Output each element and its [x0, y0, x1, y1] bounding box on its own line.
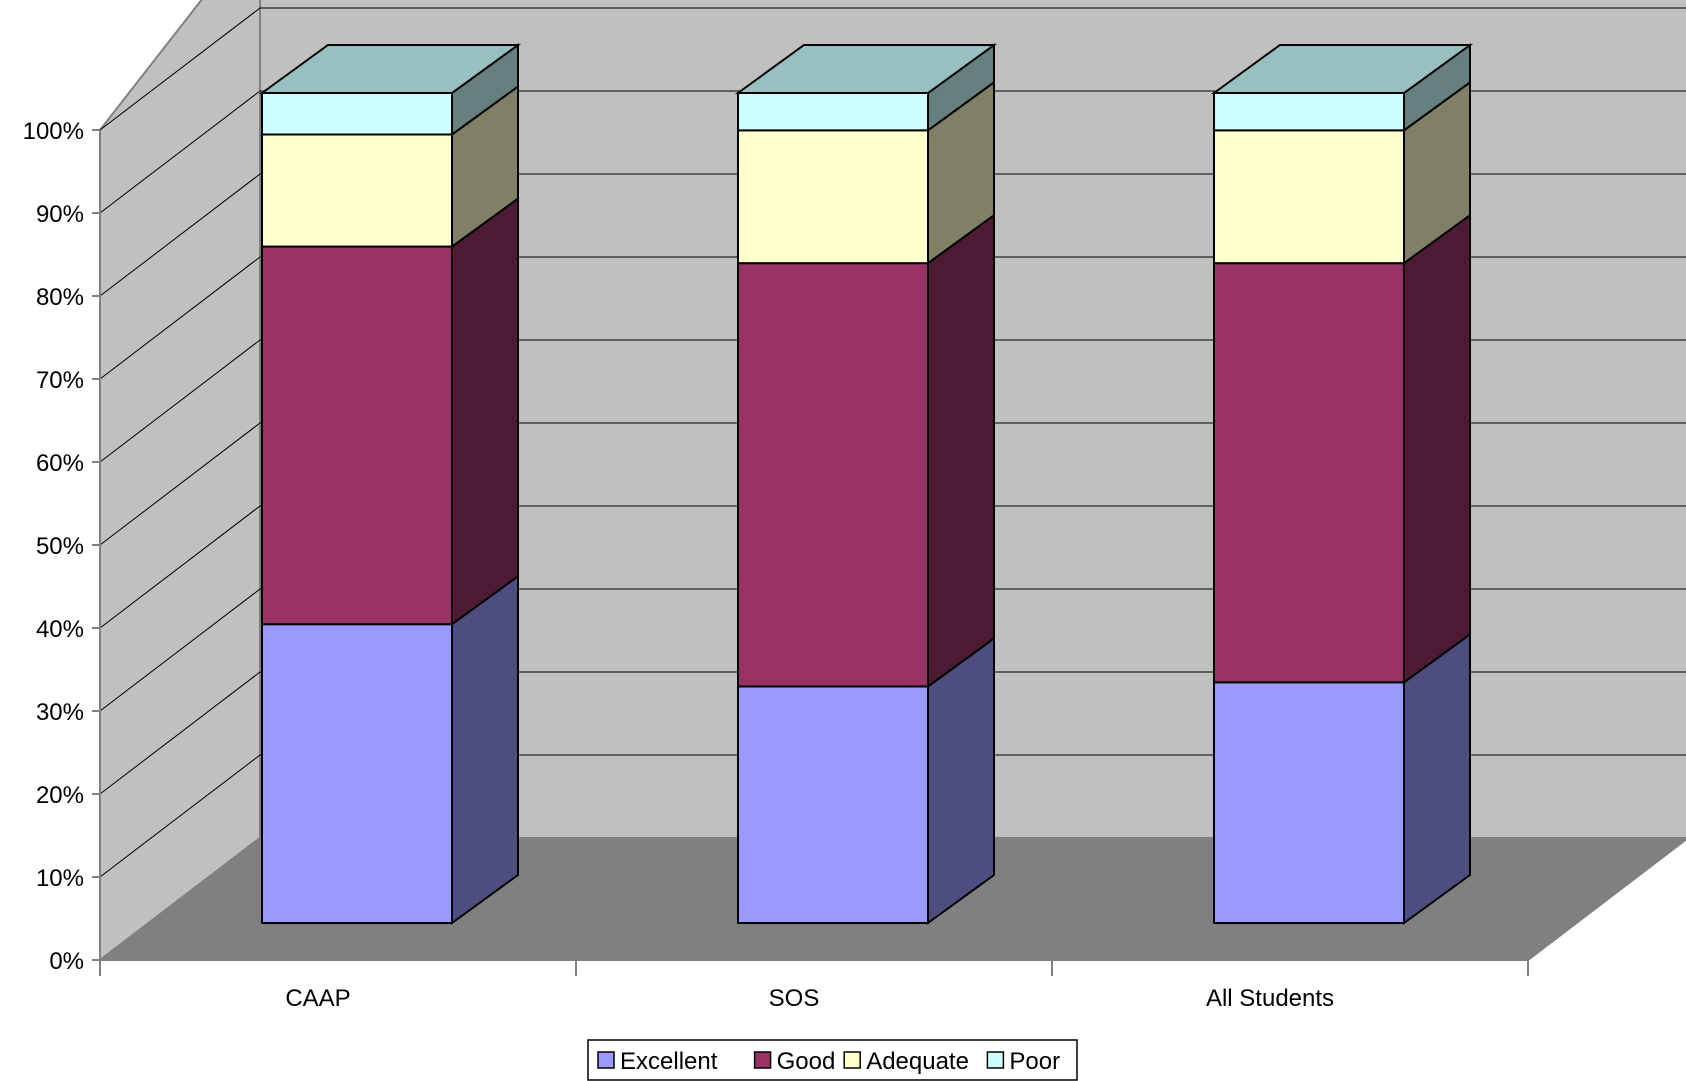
x-category-label-sos: SOS: [769, 985, 820, 1012]
bar-all-students-good: [1213, 262, 1405, 684]
gridline-side-5: [99, 422, 261, 546]
gridline-side-10: [99, 7, 261, 131]
bars: [258, 43, 1474, 925]
bar-all-students-good-side: [1403, 213, 1471, 685]
gridline-side-2: [99, 671, 261, 795]
bar-group-all-students: [1210, 43, 1474, 925]
x-category-label-all-students: All Students: [1206, 985, 1334, 1012]
gridline-side-4: [99, 505, 261, 629]
legend: Excellent Good Adequate Poor: [587, 1039, 1078, 1081]
bar-sos-excellent: [737, 685, 929, 925]
gridline-side-9: [99, 90, 261, 214]
bar-sos-good-side: [927, 213, 995, 689]
gridline-side-3: [99, 588, 261, 712]
bar-caap-poor-top: [258, 44, 522, 94]
y-tick-label-7: 70%: [36, 367, 84, 394]
x-axis-category-labels: CAAP SOS All Students: [285, 985, 1334, 1012]
legend-swatch-poor: [986, 1051, 1005, 1069]
y-tick-label-1: 10%: [36, 865, 84, 892]
bar-caap-adequate: [261, 133, 453, 248]
bar-all-students-adequate: [1213, 129, 1405, 265]
bar-all-students-excellent-side: [1403, 632, 1471, 925]
bar-caap-poor: [261, 92, 453, 136]
gridline-side-7: [99, 256, 261, 380]
legend-label-adequate: Adequate: [866, 1048, 969, 1075]
bar-caap-good-side: [451, 196, 519, 627]
y-tick-label-2: 20%: [36, 782, 84, 809]
gridline-side-8: [99, 173, 261, 297]
y-tick-label-6: 60%: [36, 450, 84, 477]
legend-label-excellent: Excellent: [620, 1048, 718, 1075]
legend-swatch-adequate: [843, 1051, 861, 1069]
bar-sos-adequate: [737, 129, 929, 265]
legend-swatch-excellent: [597, 1051, 615, 1069]
bar-all-students-poor: [1213, 92, 1405, 132]
bar-caap-good: [261, 245, 453, 626]
axes: [92, 129, 1529, 976]
bar-caap-excellent-side: [451, 574, 519, 925]
bar-group-caap: [258, 43, 522, 925]
legend-label-poor: Poor: [1009, 1048, 1060, 1075]
y-tick-label-4: 40%: [36, 616, 84, 643]
bar-sos-good: [737, 262, 929, 688]
bar-sos-excellent-side: [927, 636, 995, 925]
y-axis-tick-labels: 0% 10% 20% 30% 40% 50% 60% 70% 80% 90% 100%: [23, 118, 84, 975]
gridline-side-1: [99, 754, 261, 878]
y-tick-label-8: 80%: [36, 284, 84, 311]
bar-all-students-poor-top: [1210, 44, 1474, 94]
y-tick-label-5: 50%: [36, 533, 84, 560]
bar-all-students-excellent: [1213, 681, 1405, 924]
legend-label-good: Good: [777, 1048, 836, 1075]
y-tick-label-3: 30%: [36, 699, 84, 726]
bar-caap-excellent: [261, 623, 453, 924]
legend-swatch-good: [753, 1051, 772, 1069]
gridline-side-6: [99, 339, 261, 463]
bar-sos-poor-top: [734, 44, 998, 94]
bar-sos-poor: [737, 92, 929, 132]
x-category-label-caap: CAAP: [285, 985, 350, 1012]
y-tick-label-0: 0%: [49, 948, 84, 975]
y-tick-label-10: 100%: [23, 118, 84, 145]
bar-group-sos: [734, 43, 998, 925]
y-tick-label-9: 90%: [36, 201, 84, 228]
